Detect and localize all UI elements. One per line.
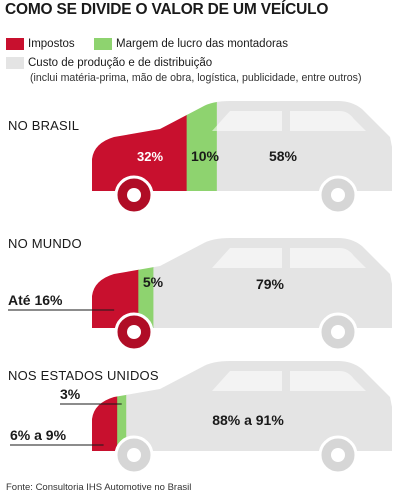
bar-segment-margin bbox=[186, 101, 218, 191]
data-label-margin: 10% bbox=[191, 148, 220, 164]
data-label-tax: 32% bbox=[137, 149, 163, 164]
legend-label-taxes: Impostos bbox=[28, 38, 75, 50]
category-label-eua: NOS ESTADOS UNIDOS bbox=[8, 368, 159, 383]
data-label-margin: 5% bbox=[143, 274, 164, 290]
data-label-tax: 6% a 9% bbox=[10, 427, 67, 443]
car-window-0 bbox=[212, 248, 282, 268]
data-label-margin: 3% bbox=[60, 386, 81, 402]
wheel-hub-1 bbox=[331, 448, 345, 462]
car-bar-mundo: Até 16% 5% 79% bbox=[8, 238, 392, 352]
wheel-hub-1 bbox=[331, 188, 345, 202]
legend-swatch-margin bbox=[94, 38, 112, 50]
wheel-hub-0 bbox=[127, 188, 141, 202]
chart-title: COMO SE DIVIDE O VALOR DE UM VEÍCULO bbox=[5, 1, 329, 18]
wheel-hub-0 bbox=[127, 325, 141, 339]
car-window-0 bbox=[212, 111, 282, 131]
bar-segment-tax bbox=[92, 361, 118, 451]
car-window-1 bbox=[290, 248, 366, 268]
wheel-hub-0 bbox=[127, 448, 141, 462]
bar-segment-margin bbox=[117, 361, 127, 451]
car-bar-eua: 6% a 9% 3% 88% a 91% bbox=[10, 361, 392, 475]
legend-swatch-taxes bbox=[6, 38, 24, 50]
legend-subnote: (inclui matéria-prima, mão de obra, logí… bbox=[30, 72, 362, 84]
category-label-brasil: NO BRASIL bbox=[8, 118, 80, 133]
legend-swatch-cost bbox=[6, 57, 24, 69]
car-window-0 bbox=[212, 371, 282, 391]
data-label-cost: 88% a 91% bbox=[212, 412, 284, 428]
legend-item-margin: Margem de lucro das montadoras bbox=[94, 38, 288, 50]
legend-item-taxes: Impostos bbox=[6, 38, 75, 50]
car-bar-brasil: 32% 10% 58% bbox=[92, 101, 392, 215]
car-window-1 bbox=[290, 111, 366, 131]
data-label-cost: 58% bbox=[269, 148, 298, 164]
legend-label-margin: Margem de lucro das montadoras bbox=[116, 38, 288, 50]
data-label-cost: 79% bbox=[256, 276, 285, 292]
car-window-1 bbox=[290, 371, 366, 391]
category-label-mundo: NO MUNDO bbox=[8, 236, 82, 251]
wheel-hub-1 bbox=[331, 325, 345, 339]
source-note: Fonte: Consultoria IHS Automotive no Bra… bbox=[6, 482, 192, 493]
legend-item-cost: Custo de produção e de distribuição bbox=[6, 57, 212, 69]
data-label-tax: Até 16% bbox=[8, 292, 63, 308]
legend-label-cost: Custo de produção e de distribuição bbox=[28, 57, 213, 69]
